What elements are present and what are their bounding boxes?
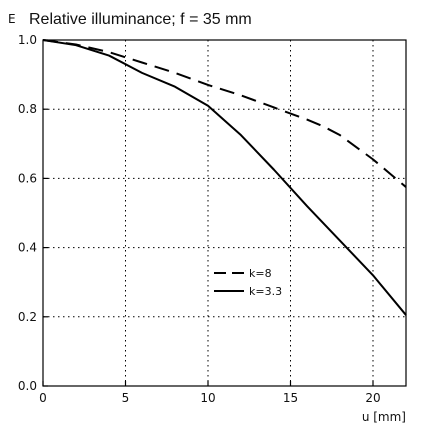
y-tick-label: 0.8: [18, 102, 37, 116]
chart-title: Relative illuminance; f = 35 mm: [29, 11, 252, 28]
x-tick-label: 5: [122, 391, 130, 405]
y-axis-label: E: [8, 12, 16, 26]
legend-label: k=3.3: [249, 285, 282, 298]
x-axis-label: u [mm]: [362, 410, 406, 424]
series-layer: [42, 39, 407, 316]
x-tick-label: 0: [39, 391, 47, 405]
tick-layer: 0 5 10 15 20 0.0 0.2 0.4 0.6 0.8 1.0: [18, 33, 381, 405]
x-tick-label: 10: [200, 391, 215, 405]
series-line-k-8: [42, 39, 407, 188]
legend: k=8 k=3.3: [214, 267, 282, 298]
x-tick-label: 15: [283, 391, 298, 405]
y-tick-label: 0.4: [18, 241, 37, 255]
y-tick-label: 0.2: [18, 310, 37, 324]
x-tick-label: 20: [365, 391, 380, 405]
y-tick-label: 0.0: [18, 379, 37, 393]
series-line-k-3-3: [42, 39, 407, 316]
grid-layer: [43, 40, 406, 386]
y-tick-label: 1.0: [18, 33, 37, 47]
plot-frame: [42, 39, 407, 387]
legend-label: k=8: [249, 267, 272, 280]
y-tick-label: 0.6: [18, 171, 37, 185]
